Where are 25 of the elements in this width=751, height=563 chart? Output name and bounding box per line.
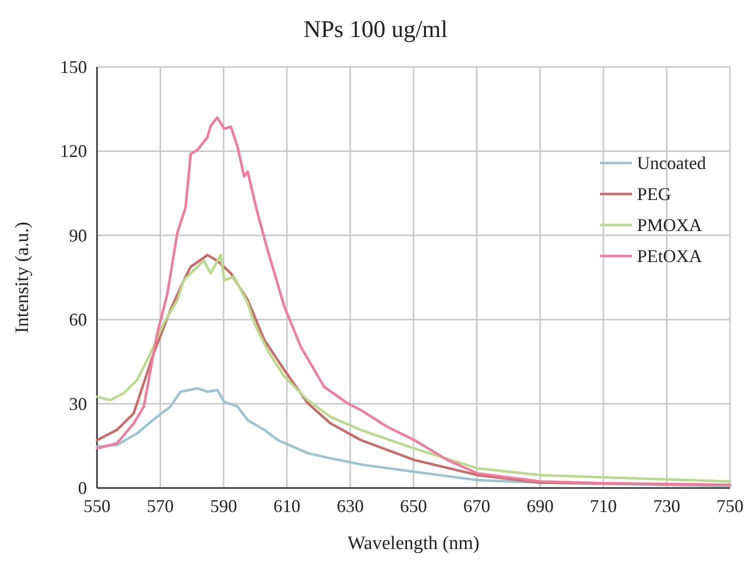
y-tick-label: 90 [69, 225, 87, 246]
y-tick-label: 60 [69, 310, 87, 330]
chart-title: NPs 100 ug/ml [303, 17, 448, 43]
x-tick-label: 650 [400, 496, 427, 516]
y-tick-label: 150 [60, 57, 87, 77]
legend-label: PMOXA [637, 215, 702, 235]
x-tick-label: 710 [590, 496, 617, 516]
x-tick-label: 610 [273, 496, 300, 516]
legend-label: PEG [637, 184, 672, 204]
x-tick-label: 570 [146, 496, 174, 516]
y-tick-label: 30 [69, 394, 87, 414]
x-tick-label: 730 [653, 496, 680, 516]
x-tick-label: 690 [526, 496, 554, 516]
y-axis-title: Intensity (a.u.) [12, 222, 33, 334]
x-tick-label: 550 [84, 496, 110, 516]
legend-label: Uncoated [637, 153, 706, 173]
y-tick-label: 0 [78, 478, 87, 498]
x-tick-label: 630 [336, 496, 364, 516]
x-axis-title: Wavelength (nm) [348, 533, 480, 554]
y-tick-label: 120 [60, 141, 87, 162]
legend-label: PEtOXA [637, 246, 702, 266]
line-series [96, 116, 732, 486]
x-tick-label: 670 [463, 496, 490, 516]
x-tick-label: 590 [210, 496, 238, 516]
x-tick-label: 750 [716, 496, 744, 516]
